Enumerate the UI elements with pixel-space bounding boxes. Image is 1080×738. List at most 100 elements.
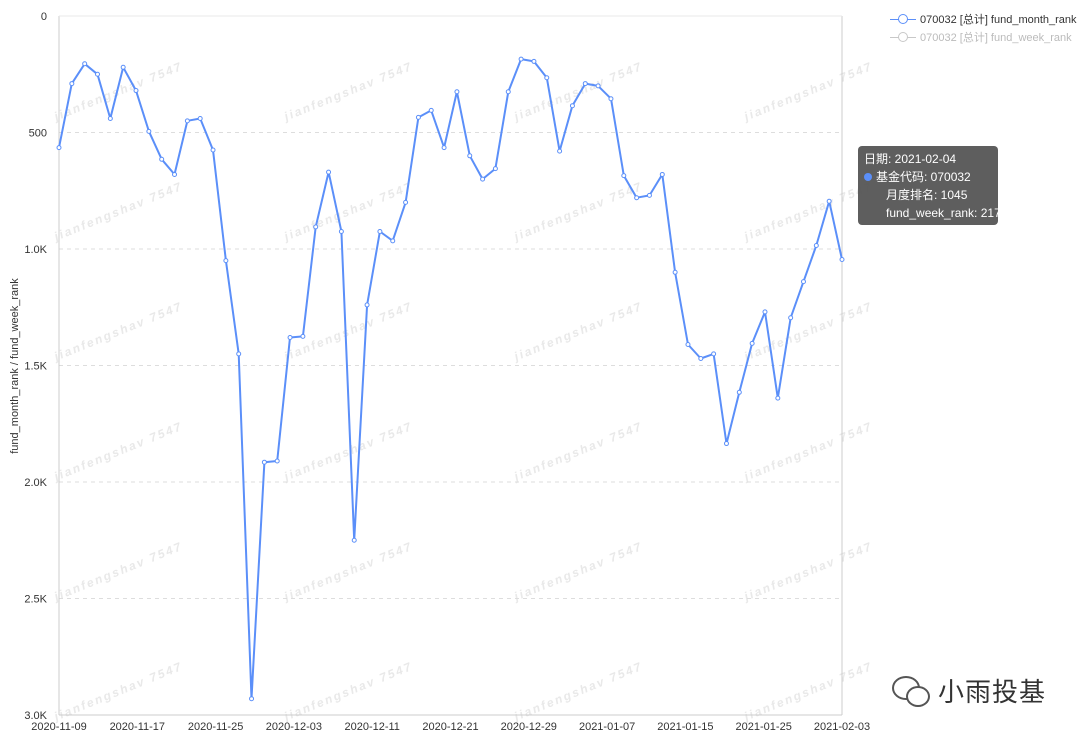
data-point bbox=[608, 96, 614, 102]
watermark-text: jianfengshav 7547 bbox=[50, 299, 184, 364]
data-point bbox=[492, 166, 498, 172]
data-point bbox=[274, 458, 280, 464]
watermark-text: jianfengshav 7547 bbox=[50, 179, 184, 244]
legend-item-fund-week-rank[interactable]: 070032 [总计] fund_week_rank bbox=[890, 28, 1077, 46]
watermark-text: jianfengshav 7547 bbox=[280, 659, 414, 724]
gridlines bbox=[59, 132, 842, 599]
data-point bbox=[480, 176, 486, 182]
data-point bbox=[775, 395, 781, 401]
x-tick-label: 2021-02-03 bbox=[814, 721, 870, 733]
data-point bbox=[621, 173, 627, 179]
data-point bbox=[839, 256, 845, 262]
data-point bbox=[184, 118, 190, 124]
data-point bbox=[582, 81, 588, 87]
data-point bbox=[82, 61, 88, 67]
x-tick-label: 2021-01-07 bbox=[579, 721, 635, 733]
x-tick-label: 2020-12-11 bbox=[344, 721, 399, 733]
watermark-text: jianfengshav 7547 bbox=[510, 659, 644, 724]
x-tick-label: 2021-01-25 bbox=[736, 721, 792, 733]
data-point bbox=[69, 81, 75, 87]
watermark-text: jianfengshav 7547 bbox=[740, 539, 874, 604]
legend: 070032 [总计] fund_month_rank 070032 [总计] … bbox=[890, 10, 1077, 46]
data-point bbox=[544, 75, 550, 81]
data-point bbox=[403, 199, 409, 205]
data-point bbox=[569, 103, 575, 109]
data-point bbox=[172, 171, 178, 177]
watermark-text: jianfengshav 7547 bbox=[280, 539, 414, 604]
tooltip-code: 基金代码: 070032 bbox=[876, 170, 971, 184]
data-point bbox=[159, 156, 165, 162]
data-point bbox=[531, 58, 537, 64]
data-point bbox=[736, 389, 742, 395]
watermark-text: jianfengshav 7547 bbox=[510, 59, 644, 124]
data-point bbox=[428, 107, 434, 113]
y-tick-label: 500 bbox=[29, 128, 47, 140]
tooltip-code-row: 基金代码: 070032 bbox=[864, 168, 998, 186]
tooltip-date: 日期: 2021-02-04 bbox=[864, 152, 957, 166]
data-point bbox=[120, 64, 126, 70]
y-tick-label: 2.5K bbox=[24, 594, 47, 606]
data-point bbox=[672, 269, 678, 275]
legend-label: 070032 [总计] fund_week_rank bbox=[920, 32, 1072, 44]
line-marker-icon bbox=[890, 32, 916, 42]
data-point bbox=[698, 356, 704, 362]
watermark-text: jianfengshav 7547 bbox=[510, 179, 644, 244]
data-point bbox=[377, 229, 383, 235]
watermark-text: jianfengshav 7547 bbox=[50, 659, 184, 724]
watermark-text: jianfengshav 7547 bbox=[740, 419, 874, 484]
watermark-text: jianfengshav 7547 bbox=[50, 419, 184, 484]
watermark-text: jianfengshav 7547 bbox=[280, 59, 414, 124]
watermark-text: jianfengshav 7547 bbox=[510, 299, 644, 364]
series-line bbox=[58, 58, 843, 700]
data-point bbox=[441, 145, 447, 151]
tooltip-month-rank: 月度排名: 1045 bbox=[886, 188, 968, 202]
data-point bbox=[415, 114, 421, 120]
data-point bbox=[467, 153, 473, 159]
legend-item-fund-month-rank[interactable]: 070032 [总计] fund_month_rank bbox=[890, 10, 1077, 28]
data-point bbox=[518, 56, 524, 62]
data-point bbox=[313, 224, 319, 230]
data-point bbox=[210, 147, 216, 153]
data-point bbox=[749, 340, 755, 346]
data-point bbox=[326, 169, 332, 175]
data-point bbox=[95, 71, 101, 77]
data-point bbox=[300, 333, 306, 339]
data-point bbox=[197, 116, 203, 122]
x-tick-label: 2020-12-03 bbox=[266, 721, 322, 733]
watermark-text: jianfengshav 7547 bbox=[740, 59, 874, 124]
data-point bbox=[723, 441, 729, 447]
x-tick-label: 2020-11-09 bbox=[31, 721, 86, 733]
series-layer bbox=[56, 56, 845, 702]
y-tick-label: 1.0K bbox=[24, 244, 47, 256]
data-point bbox=[261, 459, 267, 465]
data-point bbox=[800, 279, 806, 285]
data-point bbox=[287, 335, 293, 341]
data-point bbox=[236, 351, 242, 357]
watermark-text: jianfengshav 7547 bbox=[510, 539, 644, 604]
data-point bbox=[364, 302, 370, 308]
x-tick-label: 2020-11-25 bbox=[188, 721, 243, 733]
x-tick-label: 2020-12-21 bbox=[422, 721, 478, 733]
y-tick-label: 0 bbox=[41, 11, 47, 23]
data-point bbox=[685, 342, 691, 348]
data-point bbox=[133, 88, 139, 94]
wechat-icon bbox=[891, 674, 932, 708]
data-point bbox=[338, 229, 344, 235]
background-watermark-layer: jianfengshav 7547 jianfengshav 7547 jianfe… bbox=[50, 59, 874, 724]
x-tick-label: 2020-11-17 bbox=[110, 721, 165, 733]
data-point bbox=[390, 238, 396, 244]
watermark-text: jianfengshav 7547 bbox=[510, 419, 644, 484]
y-tick-label: 1.5K bbox=[24, 361, 47, 373]
data-point bbox=[351, 537, 357, 543]
data-point bbox=[505, 89, 511, 95]
y-tick-label: 3.0K bbox=[24, 710, 47, 722]
brand-name: 小雨投基 bbox=[937, 677, 1046, 707]
data-point bbox=[826, 198, 832, 204]
legend-label: 070032 [总计] fund_month_rank bbox=[920, 14, 1077, 26]
data-point bbox=[646, 192, 652, 198]
data-point bbox=[659, 171, 665, 177]
data-point bbox=[107, 116, 113, 122]
watermark-text: jianfengshav 7547 bbox=[740, 659, 874, 724]
y-axis-title: fund_month_rank / fund_week_rank bbox=[9, 278, 21, 454]
